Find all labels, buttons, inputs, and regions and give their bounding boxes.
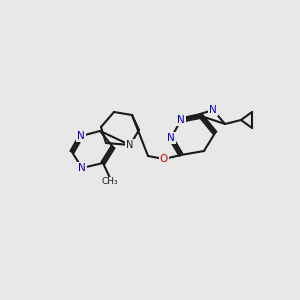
Text: N: N (177, 115, 185, 125)
Text: CH₃: CH₃ (102, 178, 118, 187)
Text: O: O (160, 154, 168, 164)
Text: N: N (77, 131, 85, 141)
Text: N: N (78, 163, 86, 173)
Text: N: N (167, 133, 175, 143)
Text: N: N (209, 105, 217, 115)
Text: N: N (126, 140, 134, 150)
